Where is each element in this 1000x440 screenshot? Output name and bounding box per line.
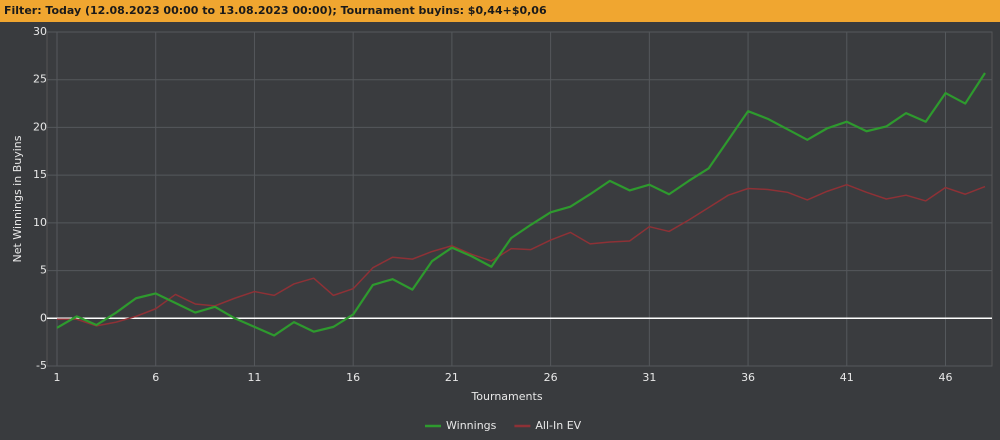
x-tick-label: 31 (642, 371, 656, 384)
y-tick-label: 30 (33, 25, 47, 38)
x-tick-label: 21 (445, 371, 459, 384)
x-tick-label: 26 (544, 371, 558, 384)
x-tick-label: 46 (939, 371, 953, 384)
x-axis-label: Tournaments (470, 390, 542, 403)
y-tick-label: 15 (33, 168, 47, 181)
y-tick-label: 20 (33, 120, 47, 133)
x-tick-label: 36 (741, 371, 755, 384)
y-axis-label: Net Winnings in Buyins (11, 135, 24, 262)
x-tick-label: 16 (346, 371, 360, 384)
x-tick-label: 11 (247, 371, 261, 384)
series-line (57, 183, 986, 327)
y-tick-label: 25 (33, 73, 47, 86)
series-line (56, 72, 986, 337)
y-tick-label: -5 (36, 359, 47, 372)
y-tick-label: 0 (40, 311, 47, 324)
filter-bar: Filter: Today (12.08.2023 00:00 to 13.08… (0, 0, 1000, 22)
legend-label: Winnings (446, 419, 497, 432)
x-tick-label: 1 (54, 371, 61, 384)
y-tick-label: 10 (33, 216, 47, 229)
legend-label: All-In EV (535, 419, 581, 432)
x-tick-label: 41 (840, 371, 854, 384)
x-tick-label: 6 (152, 371, 159, 384)
plot-area (46, 31, 993, 367)
y-tick-label: 5 (40, 264, 47, 277)
